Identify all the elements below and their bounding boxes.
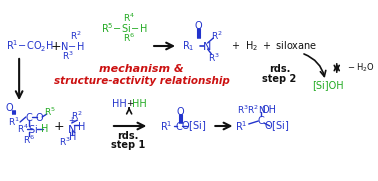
Text: $\rm O$: $\rm O$	[35, 111, 44, 123]
Text: $\rm O[Si]$: $\rm O[Si]$	[181, 119, 206, 133]
Text: [Si]OH: [Si]OH	[312, 80, 344, 90]
Text: rds.: rds.	[118, 131, 139, 141]
Text: $\rm N\!-\!H$: $\rm N\!-\!H$	[60, 40, 85, 52]
Text: $\rm R^3$: $\rm R^3$	[62, 50, 74, 62]
Text: +: +	[54, 119, 65, 132]
Text: step 1: step 1	[111, 140, 145, 150]
Text: $\rm R^4$: $\rm R^4$	[123, 12, 135, 24]
Text: OH: OH	[261, 105, 276, 115]
Text: $\overset{+}{\rm N}$: $\overset{+}{\rm N}$	[67, 115, 76, 137]
Text: HH: HH	[132, 99, 147, 109]
Text: rds.: rds.	[269, 64, 290, 74]
Text: $\rm H$: $\rm H$	[77, 120, 85, 132]
Text: +: +	[126, 100, 134, 108]
Text: structure-activity relationship: structure-activity relationship	[54, 76, 229, 86]
Text: $\rm H$: $\rm H$	[68, 130, 76, 142]
Text: $\rm R^3$: $\rm R^3$	[208, 52, 220, 64]
Text: $\rm R^2$: $\rm R^2$	[70, 30, 81, 42]
Text: $\rm R^5\!-\!Si\!-\!H$: $\rm R^5\!-\!Si\!-\!H$	[101, 21, 147, 35]
Text: $\rm C$: $\rm C$	[175, 120, 183, 132]
Text: $\rm R^3R^2N$: $\rm R^3R^2N$	[237, 104, 266, 116]
Text: $\rm R^6$: $\rm R^6$	[23, 134, 35, 146]
Text: +: +	[50, 39, 61, 52]
Text: $\rm R^1$: $\rm R^1$	[235, 119, 248, 133]
Text: $\rm R^1$: $\rm R^1$	[160, 119, 172, 133]
Text: $\rm C$: $\rm C$	[257, 114, 265, 126]
Text: $\rm R_1$: $\rm R_1$	[182, 39, 195, 53]
Text: O: O	[6, 103, 13, 113]
Text: $\rm O[Si]$: $\rm O[Si]$	[264, 119, 289, 133]
Text: $\rm R^5$: $\rm R^5$	[44, 106, 56, 118]
Text: $\rm R^2$: $\rm R^2$	[211, 30, 223, 42]
Text: $\rm C$: $\rm C$	[25, 111, 33, 123]
Text: O: O	[194, 21, 202, 31]
Text: $\rm R^3$: $\rm R^3$	[59, 136, 71, 148]
Text: step 2: step 2	[262, 74, 296, 84]
Text: $\rm R^6$: $\rm R^6$	[123, 32, 135, 44]
Text: O: O	[176, 107, 184, 117]
Text: $\rm -H_2O$: $\rm -H_2O$	[346, 62, 375, 74]
Text: HH: HH	[112, 99, 127, 109]
Text: $\rm R^1\!-\!CO_2H$: $\rm R^1\!-\!CO_2H$	[6, 38, 54, 54]
Text: mechanism &: mechanism &	[99, 64, 184, 74]
Text: H: H	[41, 124, 49, 134]
Text: $\rm N$: $\rm N$	[202, 40, 211, 52]
Text: $\rm R^1$: $\rm R^1$	[8, 116, 20, 128]
Text: $\rm +\ H_2\ +\ siloxane$: $\rm +\ H_2\ +\ siloxane$	[229, 39, 317, 53]
Text: $\rm R^2$: $\rm R^2$	[71, 110, 82, 122]
Text: $\rm R^4$: $\rm R^4$	[17, 123, 29, 135]
Text: $\rm Si$: $\rm Si$	[28, 123, 39, 135]
